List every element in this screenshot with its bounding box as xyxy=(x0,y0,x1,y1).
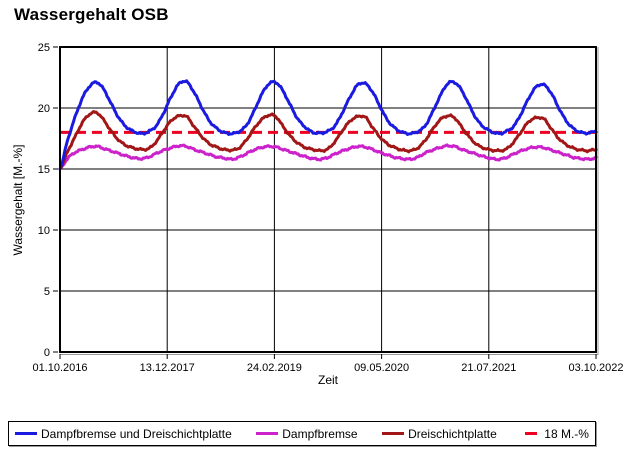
legend-item-dreischichtplatte: Dreischichtplatte xyxy=(382,427,497,441)
legend: Dampfbremse und Dreischichtplatte Dampfb… xyxy=(8,421,596,446)
x-tick-label: 03.10.2022 xyxy=(568,362,623,374)
legend-dash-swatch-red xyxy=(525,432,538,435)
legend-line-swatch-magenta xyxy=(256,432,279,435)
legend-label: Dreischichtplatte xyxy=(408,426,497,441)
legend-item-dampfbremse: Dampfbremse xyxy=(256,426,358,441)
legend-label: Dampfbremse und Dreischichtplatte xyxy=(41,426,232,441)
y-tick-label: 15 xyxy=(38,164,50,176)
legend-label: Dampfbremse xyxy=(282,426,358,441)
legend-label: 18 M.-% xyxy=(544,426,589,441)
x-tick-label: 21.07.2021 xyxy=(461,362,516,374)
x-tick-label: 09.05.2020 xyxy=(354,362,409,374)
legend-line-swatch-darkred xyxy=(382,432,405,435)
chart-plot-area: 01.10.2016 13.12.2017 24.02.2019 09.05.2020… xyxy=(32,42,623,374)
x-tick-label: 13.12.2017 xyxy=(140,362,195,374)
y-axis-title: Wassergehalt [M.-%] xyxy=(11,144,25,256)
series-line-1 xyxy=(58,143,598,171)
x-tick-label: 24.02.2019 xyxy=(247,362,302,374)
legend-item-reference-line: 18 M.-% xyxy=(521,427,589,441)
y-tick-label: 10 xyxy=(38,225,50,237)
y-tick-label: 20 xyxy=(38,103,50,115)
series-line-0 xyxy=(58,79,598,171)
y-tick-label: 0 xyxy=(44,347,50,359)
x-tick-label: 01.10.2016 xyxy=(32,362,87,374)
series-line-2 xyxy=(58,110,598,171)
plot-border xyxy=(59,46,597,353)
y-tick-label: 25 xyxy=(38,42,50,54)
legend-item-dampfbremse-und-dreischichtplatte: Dampfbremse und Dreischichtplatte xyxy=(15,427,232,441)
legend-line-swatch-blue xyxy=(15,432,37,435)
chart-title: Wassergehalt OSB xyxy=(14,5,169,24)
y-tick-label: 5 xyxy=(44,286,50,298)
x-axis-title: Zeit xyxy=(317,373,338,387)
